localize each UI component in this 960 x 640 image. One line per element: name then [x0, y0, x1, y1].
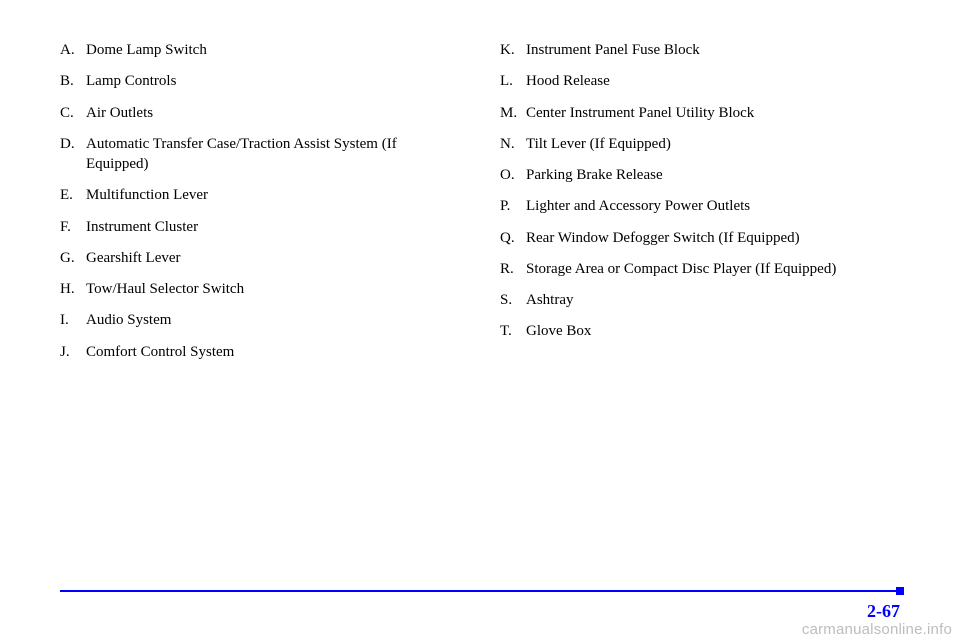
item-letter: S.	[500, 290, 526, 310]
list-item: B.Lamp Controls	[60, 71, 460, 91]
item-text: Center Instrument Panel Utility Block	[526, 103, 754, 123]
item-text: Comfort Control System	[86, 342, 234, 362]
item-letter: C.	[60, 103, 86, 123]
list-item: K.Instrument Panel Fuse Block	[500, 40, 900, 60]
item-letter: G.	[60, 248, 86, 268]
item-letter: I.	[60, 310, 86, 330]
item-text: Hood Release	[526, 71, 610, 91]
item-text: Lighter and Accessory Power Outlets	[526, 196, 750, 216]
list-item: N.Tilt Lever (If Equipped)	[500, 134, 900, 154]
item-text: Rear Window Defogger Switch (If Equipped…	[526, 228, 800, 248]
item-letter: H.	[60, 279, 86, 299]
item-letter: E.	[60, 185, 86, 205]
item-text: Automatic Transfer Case/Traction Assist …	[86, 134, 460, 175]
item-text: Parking Brake Release	[526, 165, 663, 185]
list-item: C.Air Outlets	[60, 103, 460, 123]
item-letter: L.	[500, 71, 526, 91]
item-text: Instrument Cluster	[86, 217, 198, 237]
item-letter: K.	[500, 40, 526, 60]
item-letter: T.	[500, 321, 526, 341]
list-item: J.Comfort Control System	[60, 342, 460, 362]
list-item: E.Multifunction Lever	[60, 185, 460, 205]
page-content: A.Dome Lamp Switch B.Lamp Controls C.Air…	[0, 0, 960, 373]
footer-dot	[896, 587, 904, 595]
item-text: Storage Area or Compact Disc Player (If …	[526, 259, 836, 279]
list-item: S.Ashtray	[500, 290, 900, 310]
left-column: A.Dome Lamp Switch B.Lamp Controls C.Air…	[60, 40, 460, 373]
item-letter: F.	[60, 217, 86, 237]
list-item: G.Gearshift Lever	[60, 248, 460, 268]
item-letter: O.	[500, 165, 526, 185]
list-item: A.Dome Lamp Switch	[60, 40, 460, 60]
list-item: F.Instrument Cluster	[60, 217, 460, 237]
item-letter: Q.	[500, 228, 526, 248]
item-text: Gearshift Lever	[86, 248, 181, 268]
watermark-text: carmanualsonline.info	[802, 621, 952, 638]
item-letter: M.	[500, 103, 526, 123]
footer-rule	[60, 590, 900, 592]
item-text: Air Outlets	[86, 103, 153, 123]
item-text: Tow/Haul Selector Switch	[86, 279, 244, 299]
page-number: 2-67	[867, 601, 900, 622]
left-list: A.Dome Lamp Switch B.Lamp Controls C.Air…	[60, 40, 460, 362]
list-item: Q.Rear Window Defogger Switch (If Equipp…	[500, 228, 900, 248]
item-letter: B.	[60, 71, 86, 91]
list-item: M.Center Instrument Panel Utility Block	[500, 103, 900, 123]
right-list: K.Instrument Panel Fuse Block L.Hood Rel…	[500, 40, 900, 342]
list-item: R.Storage Area or Compact Disc Player (I…	[500, 259, 900, 279]
list-item: H.Tow/Haul Selector Switch	[60, 279, 460, 299]
list-item: L.Hood Release	[500, 71, 900, 91]
item-text: Glove Box	[526, 321, 591, 341]
item-text: Tilt Lever (If Equipped)	[526, 134, 671, 154]
item-text: Audio System	[86, 310, 171, 330]
item-text: Instrument Panel Fuse Block	[526, 40, 700, 60]
list-item: I.Audio System	[60, 310, 460, 330]
item-letter: J.	[60, 342, 86, 362]
list-item: O.Parking Brake Release	[500, 165, 900, 185]
item-letter: A.	[60, 40, 86, 60]
item-letter: D.	[60, 134, 86, 175]
item-letter: P.	[500, 196, 526, 216]
item-text: Multifunction Lever	[86, 185, 208, 205]
list-item: T.Glove Box	[500, 321, 900, 341]
right-column: K.Instrument Panel Fuse Block L.Hood Rel…	[500, 40, 900, 373]
item-letter: R.	[500, 259, 526, 279]
item-text: Lamp Controls	[86, 71, 176, 91]
list-item: D.Automatic Transfer Case/Traction Assis…	[60, 134, 460, 175]
item-text: Ashtray	[526, 290, 574, 310]
list-item: P.Lighter and Accessory Power Outlets	[500, 196, 900, 216]
item-letter: N.	[500, 134, 526, 154]
item-text: Dome Lamp Switch	[86, 40, 207, 60]
